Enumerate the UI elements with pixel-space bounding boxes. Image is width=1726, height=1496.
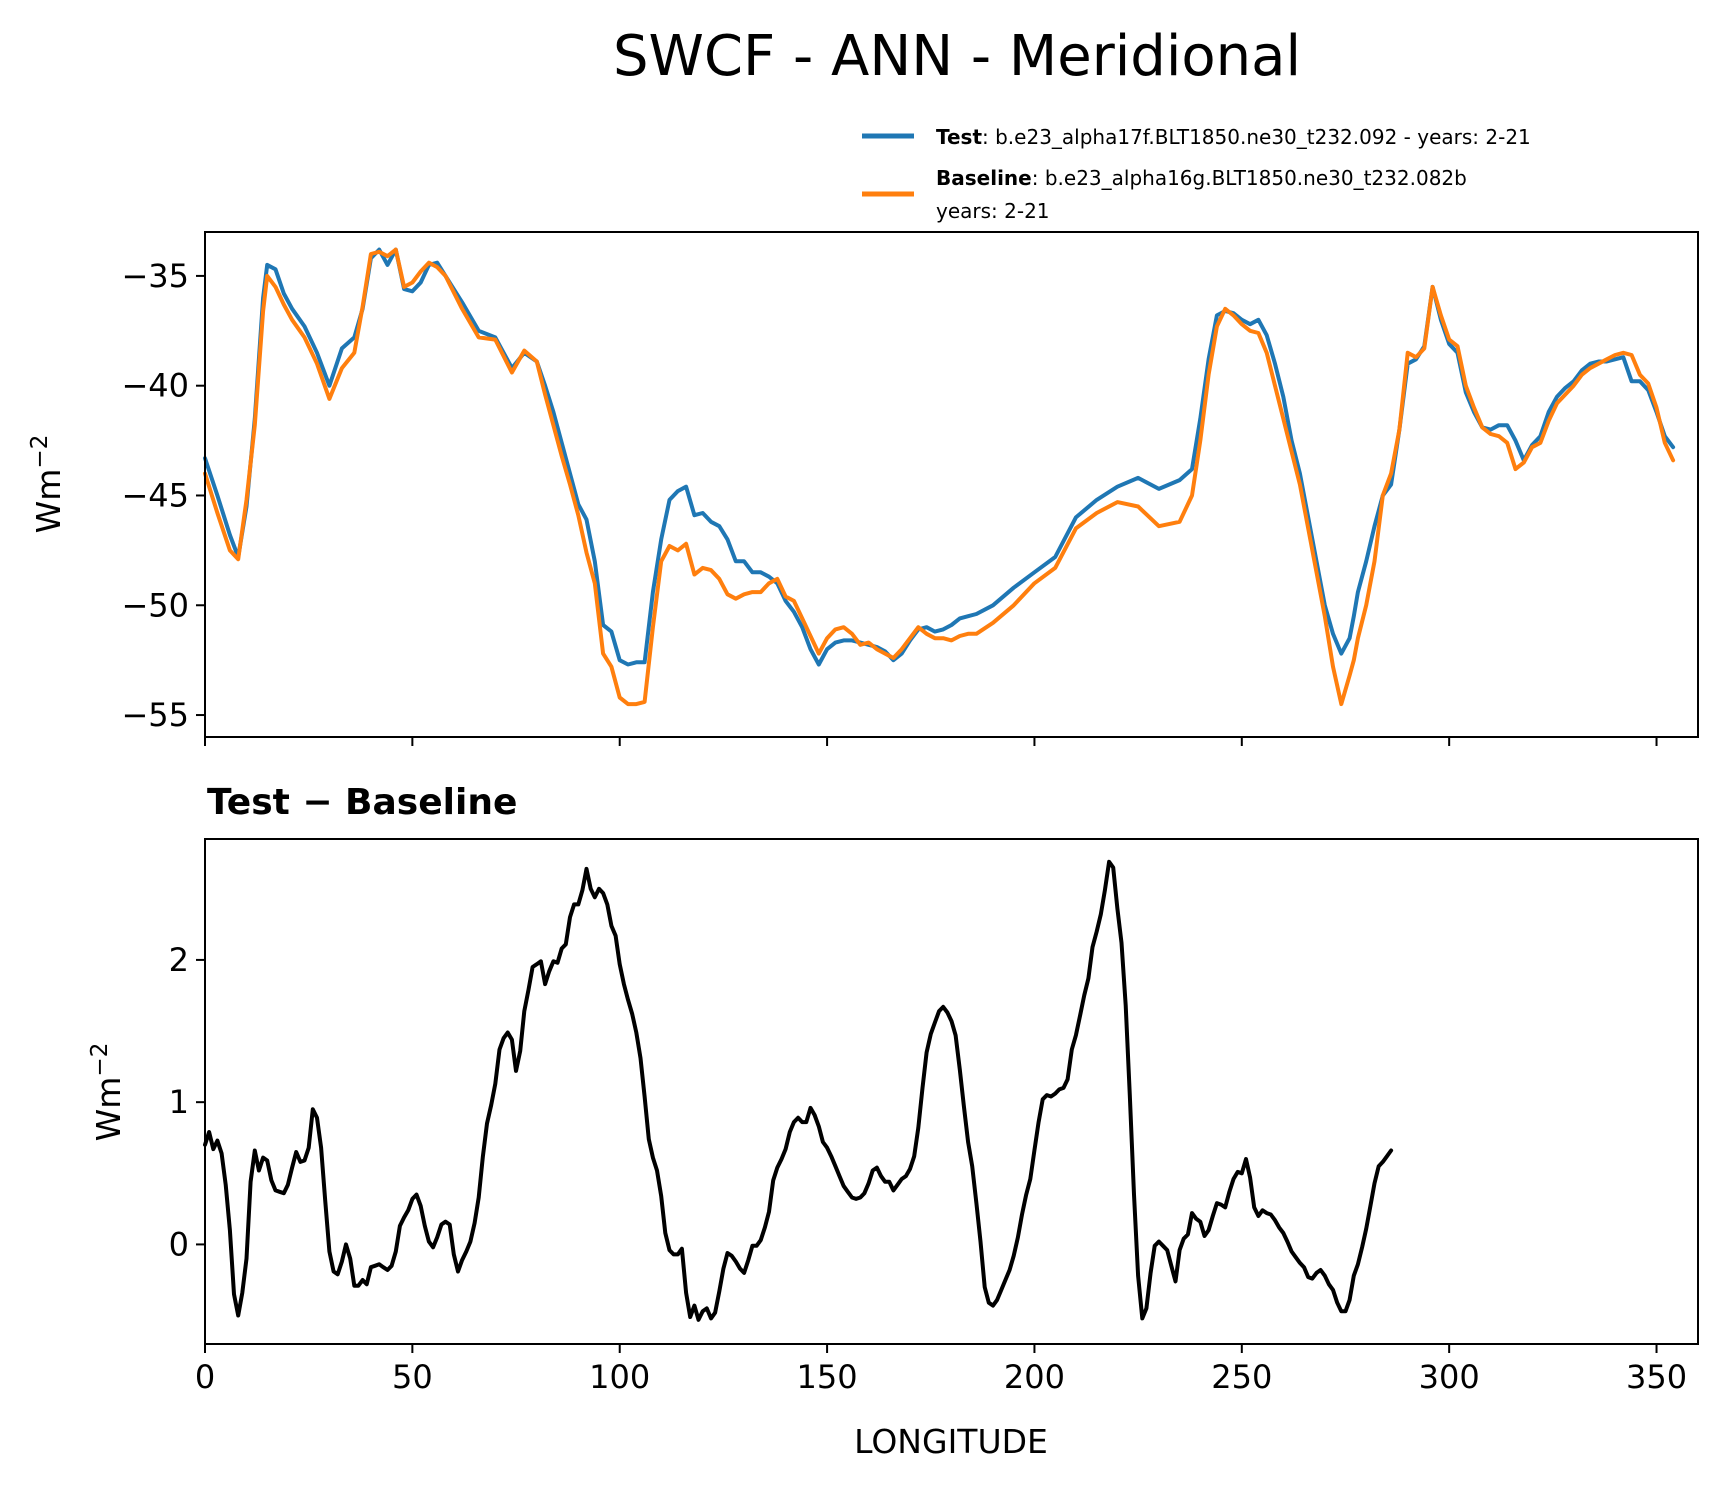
top-y-axis-label-exponent: −2 [27,435,53,469]
top-y-ticks: −35 −40 −45 −50 −55 [121,257,205,734]
series-line-baseline [203,247,1676,707]
bottom-axes-frame [204,838,1699,1345]
x-tick-label: 100 [589,1358,650,1396]
bottom-panel-title: Test − Baseline [207,782,517,823]
x-tick-label: 350 [1626,1358,1687,1396]
x-axis-label: LONGITUDE [854,1422,1048,1461]
bottom-y-ticks: 0 1 2 [169,941,205,1263]
legend-label-baseline-line2: years: 2-21 [936,199,1050,223]
y-tick-label: −55 [121,696,189,734]
y-tick-label: 2 [169,941,189,979]
bottom-series-lines [203,859,1394,1322]
legend-label-baseline-bold: Baseline [936,166,1032,190]
legend-label-test-rest: : b.e23_alpha17f.BLT1850.ne30_t232.092 -… [982,125,1531,149]
y-tick-label: 0 [169,1225,189,1263]
y-tick-label: 1 [169,1083,189,1121]
legend-entry-baseline: Baseline: b.e23_alpha16g.BLT1850.ne30_t2… [936,166,1467,190]
top-series-lines [203,247,1676,707]
legend-label-test-bold: Test [936,125,982,149]
x-tick-label: 250 [1211,1358,1272,1396]
x-tick-label: 200 [1004,1358,1065,1396]
bottom-y-axis-label-exponent: −2 [87,1043,113,1077]
top-x-ticks [204,737,1658,746]
top-y-axis-label: Wm−2 [27,435,68,534]
legend-entry-test: Test: b.e23_alpha17f.BLT1850.ne30_t232.0… [936,125,1531,149]
x-tick-label: 0 [195,1358,215,1396]
legend-label-baseline-rest: : b.e23_alpha16g.BLT1850.ne30_t232.082b [1032,166,1467,190]
top-y-axis-label-base: Wm [29,469,68,534]
x-tick-label: 150 [797,1358,858,1396]
bottom-x-ticks: 0 50 100 150 200 250 300 350 [195,1344,1687,1396]
y-tick-label: −35 [121,257,189,295]
bottom-panel: 0 1 2 0 50 100 150 200 250 300 350 Wm−2 LONGITUDE [87,838,1699,1461]
y-tick-label: −45 [121,476,189,514]
chart-title: SWCF - ANN - Meridional [613,24,1301,89]
y-tick-label: −40 [121,367,189,405]
legend: Test: b.e23_alpha17f.BLT1850.ne30_t232.0… [862,125,1531,223]
x-tick-label: 300 [1419,1358,1480,1396]
bottom-y-axis-label-base: Wm [89,1077,128,1142]
top-panel: −35 −40 −45 −50 −55 Wm−2 [27,231,1699,746]
series-line-test-baseline [203,859,1394,1322]
top-axes-frame [204,231,1699,738]
bottom-y-axis-label: Wm−2 [87,1043,128,1142]
x-tick-label: 50 [392,1358,433,1396]
y-tick-label: −50 [121,586,189,624]
